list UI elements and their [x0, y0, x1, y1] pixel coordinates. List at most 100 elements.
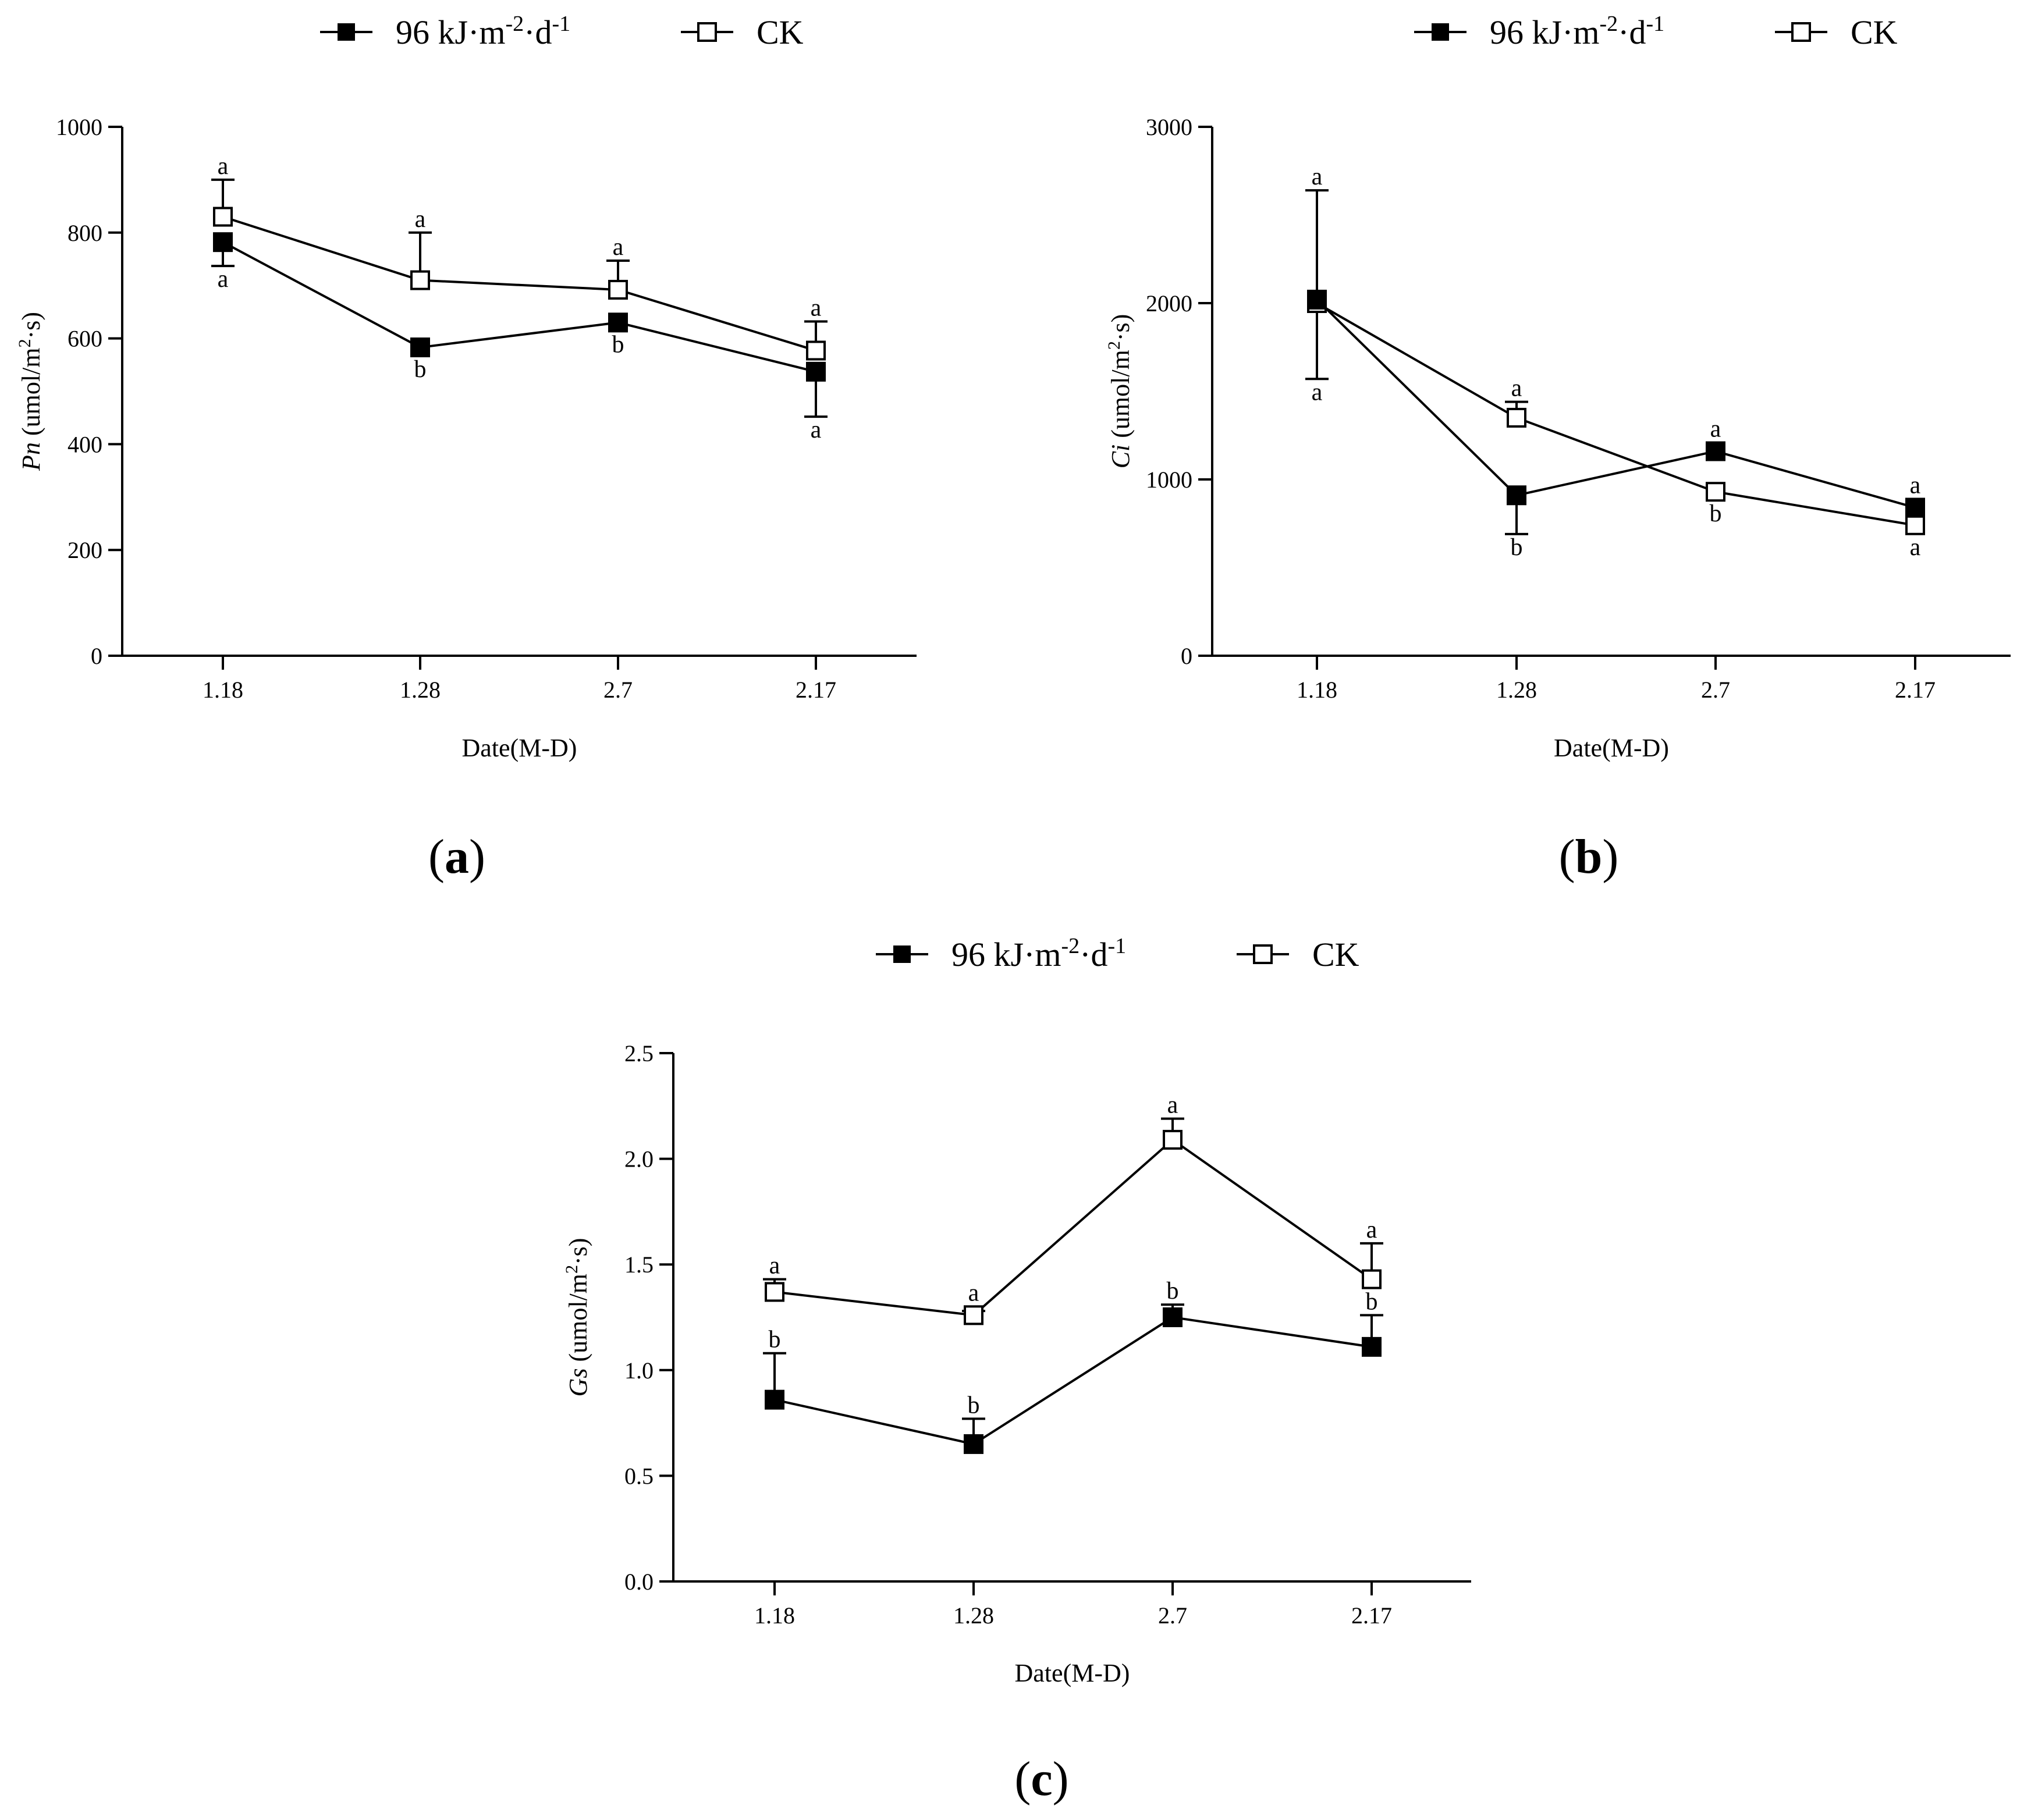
significance-letter: a: [218, 153, 229, 180]
data-point: [1706, 441, 1725, 461]
panel-paren-close: ): [1053, 1752, 1069, 1806]
significance-letter: a: [1710, 416, 1721, 443]
data-point: [1507, 485, 1526, 506]
x-tick-label: 1.18: [1297, 677, 1337, 703]
x-tick-label: 1.18: [754, 1602, 795, 1629]
legend-marker-treatment: [338, 23, 355, 41]
data-point: [765, 1282, 784, 1302]
panel-letter: b: [1575, 830, 1603, 884]
data-point: [1905, 515, 1925, 535]
x-axis-title: Date(M-D): [1015, 1659, 1130, 1687]
y-tick-label: 2.0: [624, 1146, 654, 1172]
legend-marker-control: [1253, 944, 1273, 964]
significance-letter: a: [1167, 1092, 1178, 1119]
significance-letter: a: [613, 234, 624, 261]
y-tick-label: 0.0: [624, 1569, 654, 1595]
data-point: [608, 312, 628, 333]
panel-paren-open: (: [1014, 1752, 1031, 1806]
series-line: [1316, 302, 1916, 527]
y-axis-title: Gs (umol/m2·s): [562, 1238, 592, 1397]
y-title-exp: 2: [1105, 341, 1124, 350]
panel-paren-open: (: [428, 830, 445, 884]
legend-treatment-exp1: -2: [1061, 934, 1080, 958]
y-tick-label: 1.5: [624, 1252, 654, 1278]
legend-treatment-base: 96 kJ·m: [1490, 13, 1600, 51]
chart-panel-a: 96 kJ·m-2·d-1 CK 0 200 400 600 800 1000 1.18 1.28…: [15, 12, 917, 884]
series-line: [774, 1138, 1373, 1317]
legend-treatment-mid: ·d: [1080, 936, 1107, 973]
y-tick-label: 800: [68, 220, 102, 246]
x-tick-label: 2.7: [1701, 677, 1730, 703]
y-title-unit-close: ·s): [17, 312, 45, 339]
data-point: [806, 361, 826, 382]
y-tick-label: 400: [68, 431, 102, 457]
significance-letter: a: [968, 1279, 979, 1306]
chart-panel-b: 96 kJ·m-2·d-1 CK 0 1000 2000 3000 1.18 1.28 2.7 2…: [1105, 12, 2011, 884]
significance-letter: b: [612, 331, 624, 358]
x-tick-label: 2.17: [1895, 677, 1936, 703]
significance-letter: b: [1366, 1288, 1378, 1315]
data-point: [1507, 407, 1526, 428]
y-tick-label: 0.5: [624, 1463, 654, 1489]
y-tick-label: 2.5: [624, 1040, 654, 1067]
data-point: [410, 337, 430, 358]
y-title-var: Ci: [1106, 445, 1135, 469]
series-line: [222, 215, 816, 352]
panel-paren-open: (: [1559, 830, 1575, 884]
significance-letter: a: [218, 266, 229, 293]
y-tick-label: 3000: [1146, 114, 1192, 140]
data-point: [964, 1434, 983, 1454]
y-axis-title: Pn (umol/m2·s): [15, 312, 45, 471]
data-point: [806, 340, 826, 361]
x-axis-title: Date(M-D): [462, 734, 577, 762]
y-title-unit-close: ·s): [1106, 314, 1135, 341]
legend: 96 kJ·m-2·d-1 CK: [876, 934, 1359, 973]
y-tick-label: 1.0: [624, 1357, 654, 1384]
significance-letter: a: [1511, 375, 1522, 402]
x-tick-label: 1.28: [1496, 677, 1537, 703]
x-tick-label: 2.7: [1158, 1602, 1187, 1629]
x-tick-label: 1.18: [203, 677, 243, 703]
y-title-unit: (umol/m: [564, 1274, 592, 1368]
data-point: [213, 232, 233, 253]
data-point: [1706, 482, 1725, 502]
significance-letter: b: [1710, 500, 1722, 527]
legend-label-treatment: 96 kJ·m-2·d-1: [396, 12, 570, 51]
series-treatment: a b b a: [211, 232, 828, 443]
chart-panel-c: 96 kJ·m-2·d-1 CK 0.0 0.5 1.0 1.5 2.0 2.5 1.18 1.2…: [562, 934, 1471, 1806]
data-point: [1362, 1336, 1382, 1357]
significance-letter: a: [811, 295, 822, 322]
data-point: [213, 207, 233, 227]
legend: 96 kJ·m-2·d-1 CK: [1414, 12, 1898, 51]
y-tick-label: 600: [68, 326, 102, 352]
significance-letter: a: [415, 206, 426, 233]
x-tick-label: 1.28: [953, 1602, 994, 1629]
series-control: a a b a: [1305, 293, 1925, 561]
legend-treatment-exp2: -1: [1646, 12, 1664, 36]
panel-paren-close: ): [469, 830, 485, 884]
y-tick-label: 0: [1181, 643, 1192, 669]
data-point: [410, 270, 430, 290]
y-title-unit: (umol/m: [1106, 350, 1135, 445]
data-point: [1307, 289, 1327, 310]
x-tick-label: 2.17: [796, 677, 836, 703]
legend-label-treatment: 96 kJ·m-2·d-1: [1490, 12, 1664, 51]
significance-letter: b: [1511, 534, 1523, 561]
x-axis-title: Date(M-D): [1554, 734, 1669, 762]
legend-treatment-exp1: -2: [506, 12, 524, 36]
data-point: [608, 279, 628, 300]
x-tick-label: 2.17: [1351, 1602, 1392, 1629]
legend-marker-control: [1791, 22, 1811, 42]
series-control: a a a a: [763, 1092, 1383, 1325]
legend-treatment-base: 96 kJ·m: [951, 936, 1061, 973]
panel-paren-close: ): [1602, 830, 1618, 884]
x-tick-label: 1.28: [400, 677, 441, 703]
legend-treatment-mid: ·d: [524, 13, 552, 51]
y-title-exp: 2: [15, 339, 34, 347]
legend: 96 kJ·m-2·d-1 CK: [320, 12, 804, 51]
series-treatment: a b a a: [1305, 163, 1925, 561]
series-line: [222, 241, 816, 373]
series-control: a a a a: [211, 153, 828, 361]
y-title-var: Pn: [17, 442, 45, 471]
